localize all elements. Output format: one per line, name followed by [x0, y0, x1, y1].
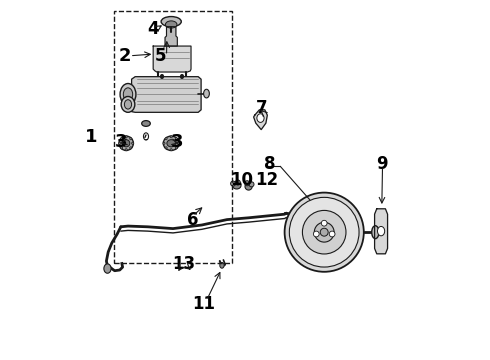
Polygon shape	[124, 77, 201, 112]
Ellipse shape	[125, 136, 127, 138]
Ellipse shape	[104, 264, 111, 273]
Ellipse shape	[170, 136, 172, 138]
Bar	[114, 11, 232, 263]
Ellipse shape	[204, 89, 209, 98]
Ellipse shape	[121, 138, 122, 140]
Ellipse shape	[231, 181, 236, 186]
Text: 4: 4	[147, 20, 159, 38]
Ellipse shape	[166, 21, 177, 28]
Ellipse shape	[161, 17, 181, 27]
Polygon shape	[153, 46, 191, 72]
Ellipse shape	[175, 147, 177, 149]
Ellipse shape	[220, 262, 224, 268]
Ellipse shape	[130, 147, 132, 149]
Ellipse shape	[314, 222, 334, 242]
Ellipse shape	[372, 226, 379, 239]
Ellipse shape	[165, 147, 167, 149]
Ellipse shape	[175, 138, 177, 140]
Ellipse shape	[249, 182, 254, 187]
Polygon shape	[254, 110, 268, 130]
Text: 3: 3	[115, 133, 127, 151]
Ellipse shape	[321, 220, 327, 226]
Ellipse shape	[245, 181, 250, 186]
Ellipse shape	[232, 182, 241, 189]
Text: 3: 3	[171, 133, 183, 151]
Ellipse shape	[124, 100, 132, 109]
Ellipse shape	[290, 197, 359, 267]
Text: 5: 5	[155, 47, 166, 65]
Ellipse shape	[119, 136, 133, 150]
Polygon shape	[165, 27, 177, 46]
Ellipse shape	[123, 88, 133, 101]
Polygon shape	[374, 209, 388, 254]
Ellipse shape	[132, 142, 134, 144]
Ellipse shape	[257, 114, 264, 122]
Ellipse shape	[167, 140, 175, 147]
Text: 7: 7	[255, 99, 267, 117]
Ellipse shape	[329, 231, 335, 237]
Ellipse shape	[377, 226, 385, 236]
Ellipse shape	[165, 138, 167, 140]
Ellipse shape	[163, 136, 179, 150]
Ellipse shape	[125, 149, 127, 151]
Ellipse shape	[302, 211, 346, 254]
Text: 2: 2	[118, 47, 131, 65]
Ellipse shape	[122, 140, 130, 147]
Text: 13: 13	[172, 255, 196, 273]
Ellipse shape	[235, 180, 240, 185]
Text: 8: 8	[265, 155, 276, 173]
Ellipse shape	[121, 147, 122, 149]
Ellipse shape	[119, 142, 121, 144]
Ellipse shape	[170, 149, 172, 151]
Ellipse shape	[320, 228, 328, 236]
Ellipse shape	[121, 96, 135, 112]
Ellipse shape	[314, 231, 319, 237]
Text: 12: 12	[255, 171, 278, 189]
Ellipse shape	[245, 183, 252, 190]
Text: 11: 11	[192, 295, 215, 313]
Text: 10: 10	[230, 171, 253, 189]
Ellipse shape	[163, 142, 165, 144]
Ellipse shape	[285, 193, 364, 272]
Ellipse shape	[177, 142, 179, 144]
Text: 1: 1	[85, 128, 97, 146]
Ellipse shape	[130, 138, 132, 140]
Text: 6: 6	[187, 211, 198, 229]
Ellipse shape	[142, 121, 150, 126]
Ellipse shape	[120, 84, 136, 105]
Text: 9: 9	[376, 155, 388, 173]
